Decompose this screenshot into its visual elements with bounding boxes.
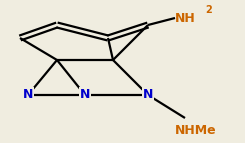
Text: NHMe: NHMe bbox=[175, 124, 217, 137]
Text: 2: 2 bbox=[205, 5, 212, 15]
Text: N: N bbox=[80, 89, 90, 102]
Text: NH: NH bbox=[175, 11, 196, 24]
Text: N: N bbox=[143, 89, 153, 102]
Text: N: N bbox=[23, 89, 33, 102]
